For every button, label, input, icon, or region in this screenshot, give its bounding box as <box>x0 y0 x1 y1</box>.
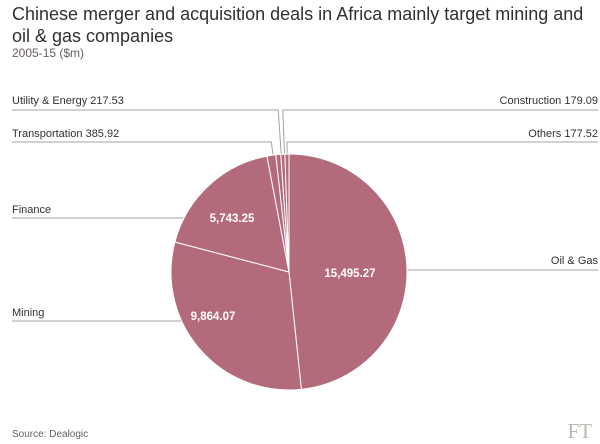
chart-title: Chinese merger and acquisition deals in … <box>12 4 584 46</box>
category-label-construction: Construction 179.09 <box>500 95 598 107</box>
chart-subtitle: 2005-15 ($m) <box>12 46 85 60</box>
category-label-oil-gas: Oil & Gas <box>551 255 599 267</box>
category-label-finance: Finance <box>12 204 51 216</box>
category-label-utility-energy: Utility & Energy 217.53 <box>12 95 124 107</box>
category-label-mining: Mining <box>12 307 44 319</box>
pie-slice-others <box>284 153 290 273</box>
pie-slice-finance <box>174 155 290 273</box>
ft-logo: FT <box>567 419 592 443</box>
category-label-others: Others 177.52 <box>528 128 598 140</box>
value-label-oil-gas: 15,495.27 <box>324 268 375 280</box>
category-label-transportation: Transportation 385.92 <box>12 128 119 140</box>
pie-slice-oil-gas <box>288 153 408 390</box>
value-label-finance: 5,743.25 <box>210 213 255 225</box>
source-note: Source: Dealogic <box>12 429 89 440</box>
pie-slice-mining <box>170 241 302 391</box>
value-label-mining: 9,864.07 <box>191 311 236 323</box>
